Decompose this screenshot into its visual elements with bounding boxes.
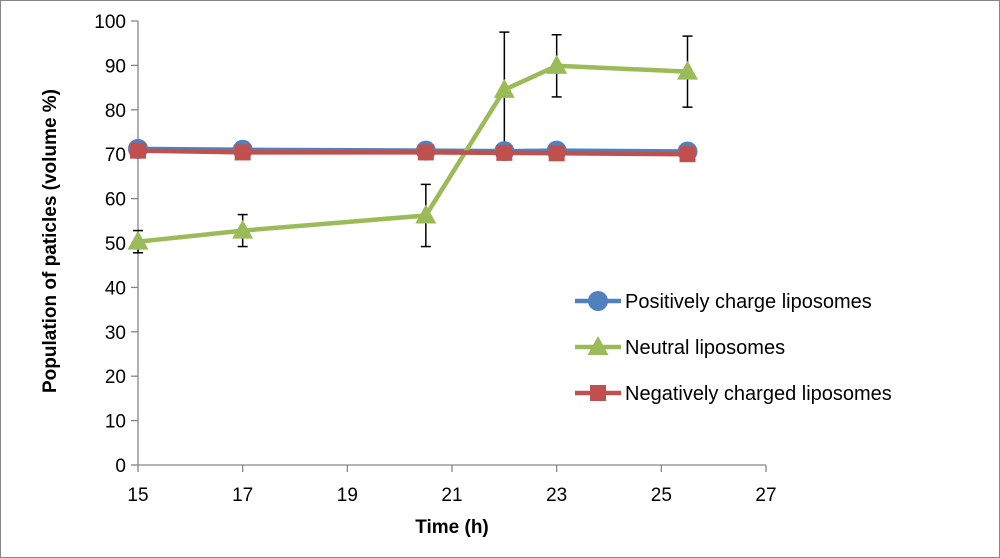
x-tick-label: 25 (651, 485, 672, 506)
data-point (496, 144, 513, 161)
error-bars (133, 31, 693, 254)
data-point (234, 144, 251, 161)
x-tick-label: 23 (546, 485, 567, 506)
series-layer (127, 54, 698, 250)
legend-marker (590, 385, 606, 401)
series-square (130, 142, 696, 163)
x-axis-title: Time (h) (415, 517, 489, 538)
y-tick-label: 0 (115, 456, 126, 477)
legend-marker (588, 291, 608, 311)
data-point (679, 146, 696, 163)
x-tick-label: 21 (441, 485, 462, 506)
data-point (415, 204, 437, 224)
data-point (130, 142, 146, 159)
data-point (417, 144, 434, 161)
series-line (137, 148, 688, 157)
data-point (232, 219, 254, 239)
y-tick-label: 40 (105, 278, 126, 299)
data-point (127, 230, 149, 250)
legend-label: Positively charge liposomes (625, 291, 872, 313)
y-tick-label: 60 (105, 190, 126, 211)
y-axis-title: Population of paticles (volume %) (40, 89, 61, 393)
data-point (677, 60, 698, 80)
legend-marker (587, 336, 609, 355)
x-tick-label: 17 (232, 485, 253, 506)
x-tick-label: 19 (337, 485, 358, 506)
data-point (546, 54, 568, 74)
legend-label: Neutral liposomes (625, 337, 785, 359)
legend: Positively charge liposomes Neutral lipos… (575, 291, 892, 405)
y-tick-label: 80 (105, 101, 126, 122)
y-tick-label: 70 (105, 145, 126, 166)
y-tick-label: 20 (105, 367, 126, 388)
y-tick-label: 50 (105, 234, 126, 255)
x-tick-label: 27 (755, 485, 776, 506)
y-tick-label: 10 (105, 412, 126, 433)
legend-label: Negatively charged liposomes (625, 383, 892, 405)
y-tick-label: 30 (105, 323, 126, 344)
data-point (548, 145, 565, 162)
y-tick-label: 90 (105, 56, 126, 77)
y-tick-label: 100 (94, 12, 126, 33)
axes: 0 10 20 30 40 50 60 70 80 90 100 15 17 19 21 23 25 27 (94, 12, 776, 506)
data-point (493, 78, 515, 98)
x-tick-label: 15 (127, 485, 148, 506)
